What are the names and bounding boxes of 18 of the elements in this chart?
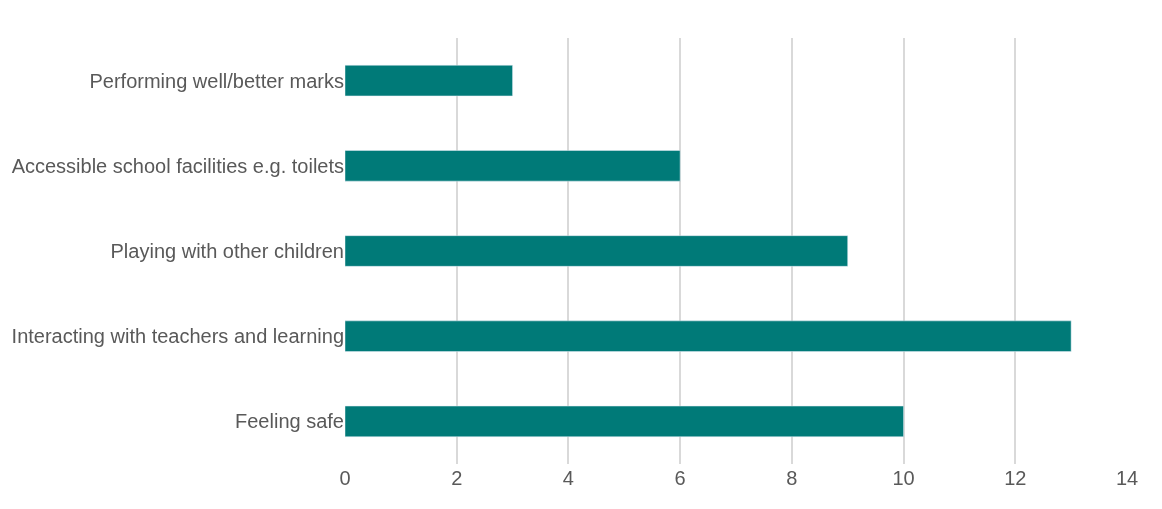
x-tick-label: 6 xyxy=(674,467,686,489)
x-tick-label: 8 xyxy=(786,467,798,489)
y-tick-label: Interacting with teachers and learning xyxy=(11,325,344,348)
bar xyxy=(345,235,848,267)
y-tick-label: Performing well/better marks xyxy=(89,69,344,92)
x-tick-label: 12 xyxy=(1004,467,1027,489)
bar xyxy=(345,405,904,437)
x-tick-label: 2 xyxy=(451,467,463,489)
x-tick-label: 4 xyxy=(562,467,574,489)
y-tick-label: Feeling safe xyxy=(235,410,344,433)
bar xyxy=(345,320,1072,352)
y-tick-label: Playing with other children xyxy=(110,240,344,262)
y-tick-label: Accessible school facilities e.g. toilets xyxy=(11,154,344,177)
x-tick-label: 10 xyxy=(892,467,915,489)
x-tick-label: 0 xyxy=(339,467,351,489)
bar xyxy=(345,65,513,97)
x-tick-label: 14 xyxy=(1115,467,1139,489)
bar xyxy=(345,150,681,182)
